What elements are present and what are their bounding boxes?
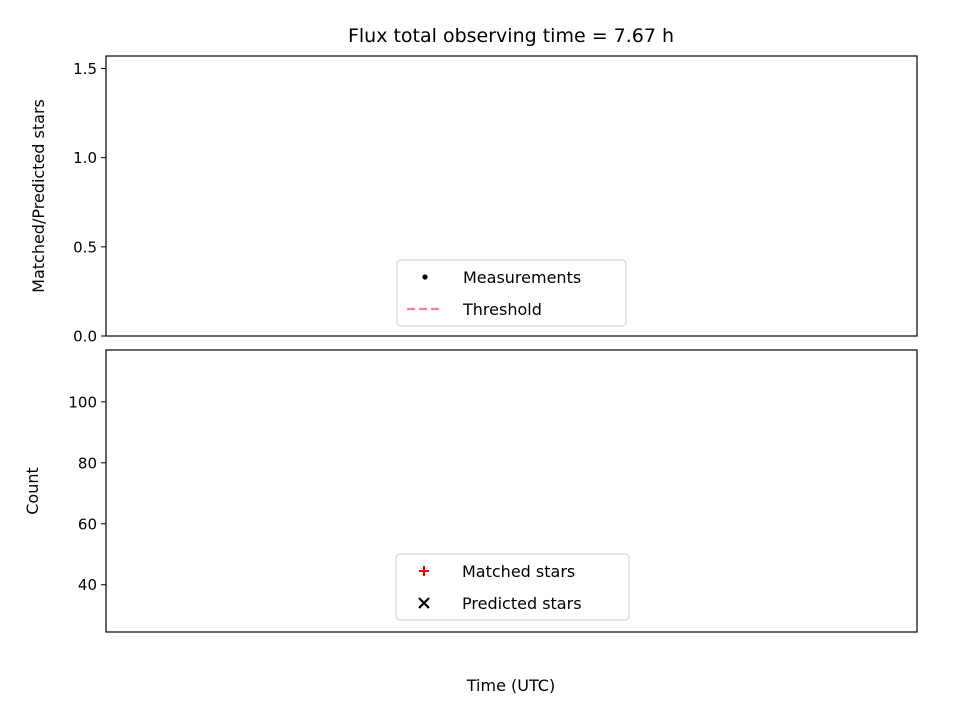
- y-tick-label: 1.0: [73, 149, 97, 167]
- axes-frame: [105, 55, 918, 337]
- y-tick-label: 40: [78, 576, 97, 594]
- figure-title: Flux total observing time = 7.67 h: [348, 25, 674, 47]
- bottom-panel-counts: 40608010020:0021:0022:0023:0000:0001:000…: [23, 349, 918, 633]
- y-tick-label: 0.0: [73, 328, 97, 346]
- legend-label: Threshold: [462, 300, 542, 319]
- legend: Matched stars Predicted stars: [395, 553, 630, 621]
- legend-label: Matched stars: [462, 562, 575, 581]
- y-tick-label: 1.5: [73, 60, 97, 78]
- axes-frame: [105, 349, 918, 633]
- legend-box: [395, 553, 630, 621]
- legend-marker: [422, 274, 428, 280]
- x-axis-label: Time (UTC): [466, 676, 555, 695]
- y-tick-label: 80: [78, 454, 97, 472]
- legend-label: Predicted stars: [462, 594, 582, 613]
- legend-box: [396, 259, 627, 327]
- legend-label: Measurements: [463, 268, 581, 287]
- top-panel-ratio: 0.0 0.5 1.0 1.5 Matched/Predicted stars Measu…: [29, 55, 918, 346]
- y-tick-label: 60: [78, 515, 97, 533]
- y-axis-label: Count: [23, 467, 42, 515]
- legend: Measurements Threshold: [396, 259, 627, 327]
- y-axis-label: Matched/Predicted stars: [29, 99, 48, 293]
- legend-marker: [419, 566, 429, 576]
- y-tick-label: 100: [68, 393, 97, 411]
- legend-marker: [418, 597, 430, 609]
- y-tick-label: 0.5: [73, 238, 97, 256]
